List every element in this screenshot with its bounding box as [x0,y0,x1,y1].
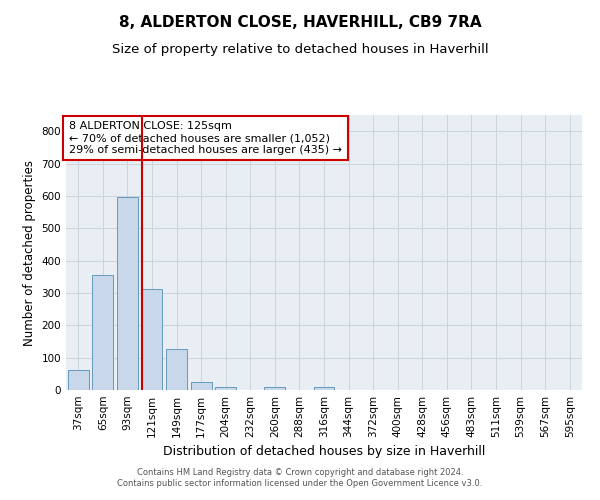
Y-axis label: Number of detached properties: Number of detached properties [23,160,36,346]
Bar [265,388,286,390]
Text: 8, ALDERTON CLOSE, HAVERHILL, CB9 7RA: 8, ALDERTON CLOSE, HAVERHILL, CB9 7RA [119,15,481,30]
Bar [68,370,89,390]
Text: 8 ALDERTON CLOSE: 125sqm
← 70% of detached houses are smaller (1,052)
29% of sem: 8 ALDERTON CLOSE: 125sqm ← 70% of detach… [69,122,342,154]
Text: Contains HM Land Registry data © Crown copyright and database right 2024.
Contai: Contains HM Land Registry data © Crown c… [118,468,482,487]
Bar [142,288,163,390]
Bar [215,388,236,390]
Bar [191,382,212,390]
Bar [92,275,113,390]
Bar [166,349,187,390]
Bar [117,197,138,390]
X-axis label: Distribution of detached houses by size in Haverhill: Distribution of detached houses by size … [163,446,485,458]
Text: Size of property relative to detached houses in Haverhill: Size of property relative to detached ho… [112,42,488,56]
Bar [314,388,334,390]
